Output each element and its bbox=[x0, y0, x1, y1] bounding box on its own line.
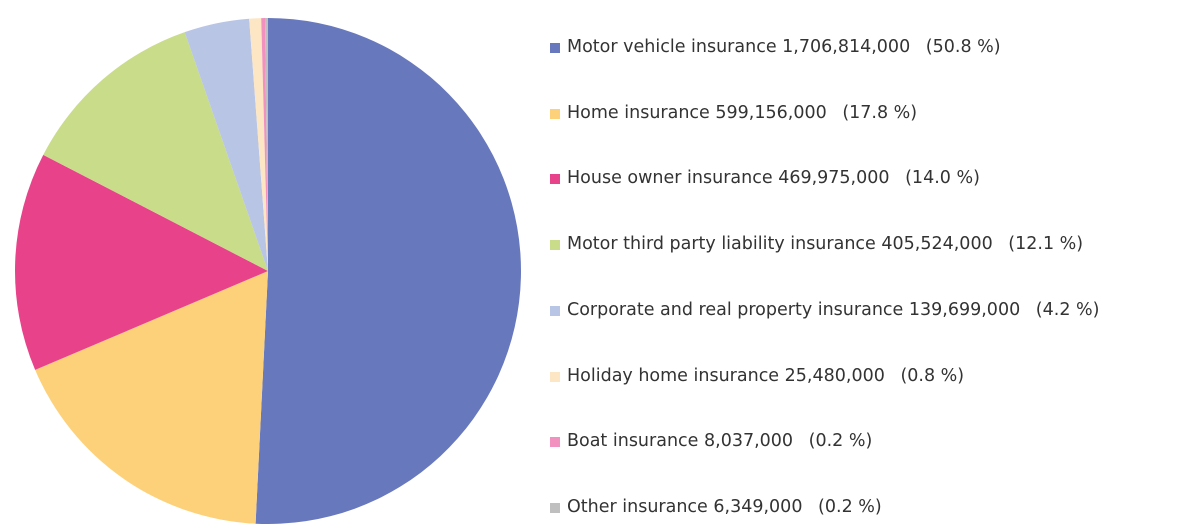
legend-percent: (0.2 %) bbox=[808, 431, 873, 452]
legend-item: Holiday home insurance 25,480,000 (0.8 %… bbox=[550, 363, 1185, 390]
legend-swatch bbox=[550, 240, 560, 251]
pie-slice bbox=[264, 18, 268, 271]
legend-value: 6,349,000 bbox=[713, 496, 803, 517]
pie-slice bbox=[35, 271, 269, 524]
legend-swatch bbox=[550, 502, 560, 513]
legend-item: Other insurance 6,349,000 (0.2 %) bbox=[550, 494, 1185, 521]
legend-label: Home insurance bbox=[567, 102, 710, 123]
pie-slice bbox=[261, 18, 268, 271]
pie-slice bbox=[43, 32, 269, 271]
legend-label: Boat insurance bbox=[567, 431, 699, 452]
legend-item: Motor third party liability insurance 40… bbox=[550, 231, 1185, 258]
pie-chart bbox=[15, 18, 521, 524]
legend-label: Other insurance bbox=[567, 496, 708, 517]
legend-value: 599,156,000 bbox=[715, 102, 827, 123]
legend-swatch bbox=[550, 437, 560, 448]
legend-item: Boat insurance 8,037,000 (0.2 %) bbox=[550, 428, 1185, 455]
pie-slice bbox=[15, 154, 269, 370]
legend-percent: (17.8 %) bbox=[842, 102, 918, 123]
legend-swatch bbox=[550, 305, 560, 316]
legend-label: Motor third party liability insurance bbox=[567, 234, 876, 255]
legend-item: Motor vehicle insurance 1,706,814,000 (5… bbox=[550, 34, 1185, 61]
legend-item: House owner insurance 469,975,000 (14.0 … bbox=[550, 165, 1185, 192]
pie-slice bbox=[255, 18, 521, 524]
legend-percent: (12.1 %) bbox=[1008, 234, 1084, 255]
legend-value: 405,524,000 bbox=[881, 234, 993, 255]
legend-item: Home insurance 599,156,000 (17.8 %) bbox=[550, 100, 1185, 127]
legend-value: 25,480,000 bbox=[784, 365, 885, 386]
legend-percent: (4.2 %) bbox=[1035, 299, 1100, 320]
legend-swatch bbox=[550, 108, 560, 119]
legend-label: House owner insurance bbox=[567, 168, 773, 189]
legend-value: 139,699,000 bbox=[908, 299, 1021, 320]
legend-label: Corporate and real property insurance bbox=[567, 299, 904, 320]
legend-value: 1,706,814,000 bbox=[782, 37, 911, 57]
legend-value: 8,037,000 bbox=[704, 431, 794, 452]
legend-percent: (14.0 %) bbox=[905, 168, 980, 189]
legend-label: Holiday home insurance bbox=[567, 365, 780, 386]
legend-swatch bbox=[550, 174, 560, 185]
legend-label: Motor vehicle insurance bbox=[567, 37, 777, 57]
legend-item: Corporate and real property insurance 13… bbox=[550, 297, 1185, 324]
pie-slice bbox=[184, 18, 268, 272]
legend-swatch bbox=[550, 43, 560, 53]
legend-swatch bbox=[550, 371, 560, 382]
legend-percent: (0.2 %) bbox=[818, 496, 882, 517]
pie-slice bbox=[249, 18, 268, 271]
legend-value: 469,975,000 bbox=[778, 168, 890, 189]
legend-percent: (0.8 %) bbox=[900, 365, 965, 386]
legend-percent: (50.8 %) bbox=[925, 37, 1001, 57]
